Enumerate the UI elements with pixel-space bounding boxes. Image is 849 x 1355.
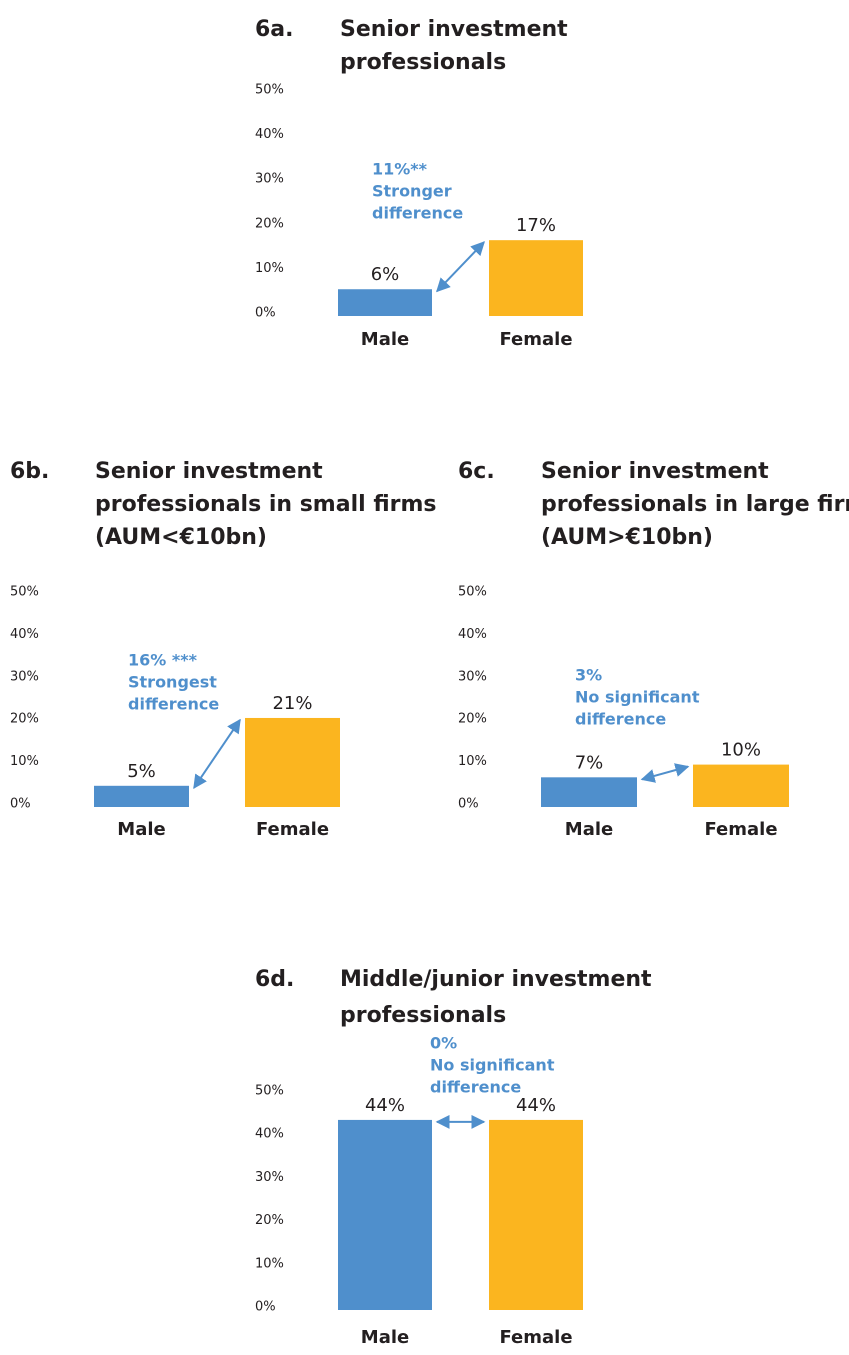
bar bbox=[338, 1119, 432, 1310]
chart-title: (AUM<€10bn) bbox=[95, 525, 267, 550]
chart-title: (AUM>€10bn) bbox=[541, 525, 713, 550]
x-tick-label: Female bbox=[499, 1327, 572, 1348]
bar bbox=[245, 717, 340, 807]
y-tick-label: 0% bbox=[255, 306, 276, 321]
bar bbox=[489, 240, 583, 316]
difference-arrow bbox=[436, 241, 485, 293]
y-tick-label: 10% bbox=[458, 754, 487, 769]
chart-label: 6d. bbox=[255, 967, 294, 992]
y-tick-label: 50% bbox=[255, 83, 284, 98]
y-tick-label: 10% bbox=[10, 754, 39, 769]
y-tick-label: 20% bbox=[255, 1213, 284, 1228]
bar bbox=[489, 1119, 583, 1310]
y-tick-label: 20% bbox=[255, 216, 284, 231]
y-tick-label: 30% bbox=[458, 669, 487, 684]
bar bbox=[338, 289, 432, 316]
y-tick-label: 40% bbox=[255, 1127, 284, 1142]
annotation: No significant bbox=[575, 688, 700, 707]
value-label: 6% bbox=[371, 264, 400, 285]
y-tick-label: 0% bbox=[10, 797, 31, 812]
chart-title: Senior investment bbox=[340, 17, 568, 42]
y-tick-label: 30% bbox=[10, 669, 39, 684]
annotation: Stronger bbox=[372, 182, 452, 201]
y-tick-label: 0% bbox=[458, 797, 479, 812]
x-tick-label: Female bbox=[499, 329, 572, 350]
x-tick-label: Male bbox=[361, 329, 409, 350]
value-label: 10% bbox=[721, 740, 761, 761]
difference-arrow bbox=[193, 718, 241, 789]
chart-title: professionals bbox=[340, 1003, 506, 1028]
y-tick-label: 50% bbox=[255, 1084, 284, 1099]
y-tick-label: 40% bbox=[458, 627, 487, 642]
annotation: 16% *** bbox=[128, 651, 198, 670]
y-tick-label: 50% bbox=[10, 585, 39, 600]
chart-label: 6a. bbox=[255, 17, 294, 42]
chart-title: professionals bbox=[340, 50, 506, 75]
annotation: No significant bbox=[430, 1056, 555, 1075]
chart-label: 6c. bbox=[458, 459, 495, 484]
y-tick-label: 20% bbox=[458, 712, 487, 727]
chart-title: Senior investment bbox=[95, 459, 323, 484]
y-tick-label: 40% bbox=[255, 127, 284, 142]
x-tick-label: Female bbox=[256, 819, 329, 840]
annotation: 11%** bbox=[372, 160, 428, 179]
annotation: difference bbox=[430, 1078, 521, 1097]
x-tick-label: Female bbox=[704, 819, 777, 840]
value-label: 5% bbox=[127, 761, 156, 782]
bar bbox=[541, 777, 637, 807]
y-tick-label: 30% bbox=[255, 172, 284, 187]
difference-arrow bbox=[640, 763, 690, 783]
value-label: 44% bbox=[365, 1095, 405, 1116]
chart-label: 6b. bbox=[10, 459, 49, 484]
annotation: Strongest bbox=[128, 673, 217, 692]
chart-title: Middle/junior investment bbox=[340, 967, 652, 992]
annotation: 0% bbox=[430, 1034, 457, 1053]
y-tick-label: 0% bbox=[255, 1300, 276, 1315]
x-tick-label: Male bbox=[361, 1327, 409, 1348]
chart-title: professionals in large firms bbox=[541, 492, 849, 517]
y-tick-label: 50% bbox=[458, 585, 487, 600]
value-label: 7% bbox=[575, 752, 604, 773]
chart-title: professionals in small firms bbox=[95, 492, 437, 517]
annotation: difference bbox=[575, 710, 666, 729]
y-tick-label: 10% bbox=[255, 261, 284, 276]
y-tick-label: 10% bbox=[255, 1256, 284, 1271]
annotation: 3% bbox=[575, 666, 602, 685]
annotation: difference bbox=[372, 204, 463, 223]
x-tick-label: Male bbox=[565, 819, 613, 840]
bar bbox=[94, 785, 189, 807]
value-label: 21% bbox=[272, 693, 312, 714]
annotation: difference bbox=[128, 695, 219, 714]
bar bbox=[693, 764, 789, 807]
value-label: 44% bbox=[516, 1095, 556, 1116]
x-tick-label: Male bbox=[117, 819, 165, 840]
y-tick-label: 40% bbox=[10, 627, 39, 642]
value-label: 17% bbox=[516, 215, 556, 236]
y-tick-label: 30% bbox=[255, 1170, 284, 1185]
y-tick-label: 20% bbox=[10, 712, 39, 727]
chart-title: Senior investment bbox=[541, 459, 769, 484]
